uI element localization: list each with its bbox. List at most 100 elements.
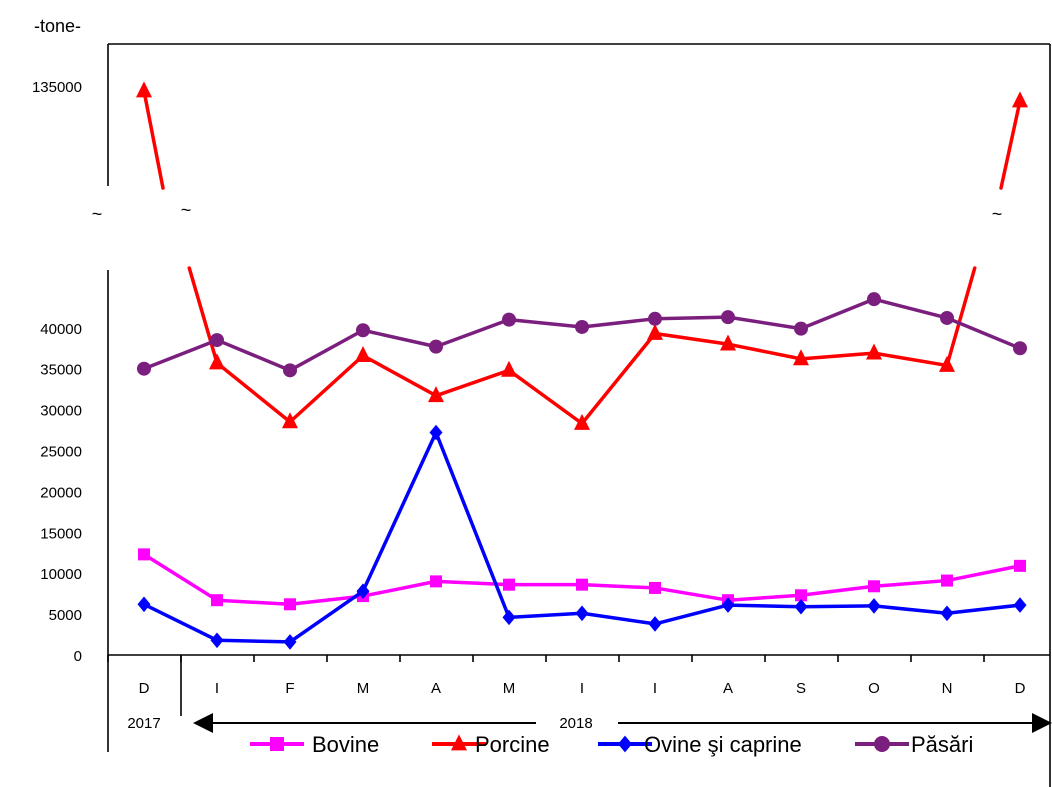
- series-line: [434, 430, 511, 620]
- series-line: [288, 328, 365, 373]
- data-point: [137, 361, 151, 376]
- data-point: [138, 548, 150, 561]
- axis-break-symbol: ~: [992, 204, 1003, 224]
- data-point: [430, 575, 442, 588]
- y-tick-label: 135000: [32, 79, 82, 96]
- series-line: [580, 331, 657, 426]
- series-line: [726, 603, 803, 609]
- x-tick-label: N: [942, 680, 953, 697]
- data-point: [576, 578, 588, 591]
- x-ticks: [107, 655, 985, 662]
- series-line: [288, 589, 365, 644]
- unit-label: -tone-: [34, 16, 81, 36]
- axis-break-symbol: ~: [92, 204, 103, 224]
- x-tick-label: D: [1015, 680, 1026, 697]
- data-point: [941, 574, 953, 587]
- legend-marker: [874, 736, 890, 752]
- series-line: [434, 368, 511, 398]
- data-point: [356, 323, 370, 338]
- year-label-2018: 2018: [559, 715, 592, 732]
- y-tick-label: 20000: [40, 484, 82, 501]
- series-line: [215, 361, 292, 424]
- series-line: [215, 338, 292, 373]
- series-line: [653, 603, 730, 626]
- series-line: [361, 353, 438, 398]
- series-line: [945, 603, 1022, 616]
- data-point: [940, 605, 954, 622]
- series-line: [142, 89, 165, 190]
- data-point: [867, 292, 881, 307]
- data-point: [793, 349, 809, 366]
- y-tick-label: 15000: [40, 525, 82, 542]
- series-line: [187, 266, 219, 365]
- series-line: [142, 552, 219, 602]
- series-line: [872, 578, 949, 589]
- y-tick-label: 5000: [49, 607, 82, 624]
- axis-break-symbol: ~: [181, 200, 192, 220]
- series-line: [726, 342, 803, 361]
- data-point: [502, 312, 516, 327]
- series-line: [799, 351, 876, 361]
- data-point: [940, 310, 954, 325]
- data-point: [648, 616, 662, 632]
- data-point: [1012, 91, 1028, 108]
- data-point: [939, 355, 955, 372]
- x-tick-label: I: [215, 680, 219, 697]
- y-tick-label: 0: [74, 648, 82, 665]
- year-label-2017: 2017: [127, 715, 160, 732]
- x-tick-label: A: [723, 680, 733, 697]
- series-line: [799, 297, 876, 331]
- data-point: [211, 594, 223, 607]
- series-line: [872, 351, 949, 368]
- x-tick-label: F: [285, 680, 294, 697]
- y-tick-label: 40000: [40, 321, 82, 338]
- data-point: [647, 323, 663, 340]
- legend-marker: [451, 734, 467, 751]
- data-point: [429, 339, 443, 354]
- x-tick-label: I: [653, 680, 657, 697]
- data-point: [356, 583, 370, 599]
- series-line: [945, 564, 1022, 583]
- x-tick-label: M: [357, 680, 370, 697]
- axis-break-symbols: ~ ~ ~: [92, 200, 1003, 224]
- series-line: [288, 353, 365, 424]
- data-point: [283, 634, 297, 650]
- series-line: [999, 99, 1022, 190]
- series-line: [872, 297, 949, 320]
- data-point: [502, 609, 516, 626]
- data-point: [575, 319, 589, 334]
- series-line: [434, 317, 511, 349]
- data-point: [210, 333, 224, 348]
- series-line: [361, 328, 438, 349]
- series-line: [142, 338, 219, 371]
- series-line: [945, 316, 1022, 350]
- data-point: [209, 353, 225, 370]
- data-point: [428, 386, 444, 403]
- series-line: [580, 582, 657, 590]
- data-point: [1013, 597, 1027, 613]
- series-line: [653, 586, 730, 602]
- data-point: [283, 363, 297, 378]
- series-line: [288, 594, 365, 607]
- series-line: [945, 266, 977, 368]
- legend-marker: [270, 737, 284, 751]
- series-ovine-i-caprine: [137, 424, 1027, 650]
- legend-marker: [618, 735, 632, 753]
- series-line: [142, 602, 219, 643]
- series-line: [215, 638, 292, 644]
- series-layer: [136, 81, 1028, 650]
- series-line: [507, 611, 584, 620]
- x-tick-label: S: [796, 680, 806, 697]
- series-line: [726, 593, 803, 602]
- series-line: [434, 579, 511, 587]
- data-point: [794, 598, 808, 615]
- data-point: [720, 334, 736, 351]
- data-point: [284, 598, 296, 611]
- data-point: [1014, 559, 1026, 572]
- series-line: [653, 331, 730, 346]
- series-line: [653, 315, 730, 321]
- series-line: [726, 315, 803, 331]
- x-tick-label: O: [868, 680, 880, 697]
- y-tick-label: 10000: [40, 566, 82, 583]
